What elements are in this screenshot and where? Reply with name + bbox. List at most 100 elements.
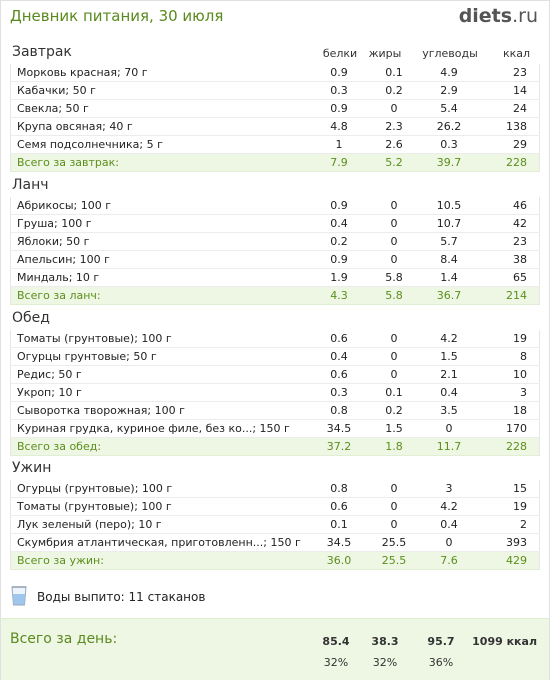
food-row[interactable]: Томаты (грунтовые); 100 г 0.6 0 4.2 19 bbox=[10, 497, 540, 516]
food-name: Укроп; 10 г bbox=[10, 383, 309, 402]
meal-total-row: Всего за завтрак: 7.9 5.2 39.7 228 bbox=[10, 153, 540, 172]
protein-value: 0.9 bbox=[309, 250, 369, 269]
carbs-value: 2.1 bbox=[419, 365, 479, 384]
food-name: Миндаль; 10 г bbox=[10, 268, 309, 287]
food-row[interactable]: Крупа овсяная; 40 г 4.8 2.3 26.2 138 bbox=[10, 117, 540, 136]
protein-value: 0.6 bbox=[309, 497, 369, 516]
column-protein: белки bbox=[322, 47, 358, 60]
food-row[interactable]: Куриная грудка, куриное филе, без ко...;… bbox=[10, 419, 540, 438]
carbs-value: 0 bbox=[419, 419, 479, 438]
column-carbs: углеводы bbox=[422, 47, 478, 60]
fat-value: 0 bbox=[369, 214, 419, 233]
food-row[interactable]: Яблоки; 50 г 0.2 0 5.7 23 bbox=[10, 232, 540, 251]
food-name: Всего за обед: bbox=[10, 437, 309, 456]
food-name: Скумбрия атлантическая, приготовленн...;… bbox=[10, 533, 309, 552]
food-row[interactable]: Укроп; 10 г 0.3 0.1 0.4 3 bbox=[10, 383, 540, 402]
food-name: Кабачки; 50 г bbox=[10, 81, 309, 100]
day-fat-pct: 32% bbox=[372, 656, 398, 669]
fat-value: 0 bbox=[369, 197, 419, 215]
kcal-value: 65 bbox=[479, 268, 540, 287]
kcal-value: 8 bbox=[479, 347, 540, 366]
protein-value: 34.5 bbox=[309, 419, 369, 438]
protein-value: 0.3 bbox=[309, 383, 369, 402]
protein-value: 0.4 bbox=[309, 347, 369, 366]
protein-value: 7.9 bbox=[309, 153, 369, 172]
food-row[interactable]: Огурцы (грунтовые); 100 г 0.8 0 3 15 bbox=[10, 480, 540, 498]
carbs-value: 4.9 bbox=[419, 64, 479, 82]
fat-value: 0.2 bbox=[369, 401, 419, 420]
kcal-value: 3 bbox=[479, 383, 540, 402]
protein-value: 4.8 bbox=[309, 117, 369, 136]
fat-value: 0.1 bbox=[369, 383, 419, 402]
meal-title: Ланч bbox=[12, 177, 49, 193]
food-name: Огурцы (грунтовые); 100 г bbox=[10, 480, 309, 498]
column-kcal: ккал bbox=[502, 47, 530, 60]
page-title: Дневник питания, 30 июля bbox=[10, 7, 224, 25]
carbs-value: 26.2 bbox=[419, 117, 479, 136]
food-name: Апельсин; 100 г bbox=[10, 250, 309, 269]
food-name: Лук зеленый (перо); 10 г bbox=[10, 515, 309, 534]
fat-value: 0 bbox=[369, 232, 419, 251]
food-row[interactable]: Апельсин; 100 г 0.9 0 8.4 38 bbox=[10, 250, 540, 269]
carbs-value: 7.6 bbox=[419, 551, 479, 570]
protein-value: 34.5 bbox=[309, 533, 369, 552]
meal-table: Морковь красная; 70 г 0.9 0.1 4.9 23 Кабачки;… bbox=[10, 64, 540, 172]
carbs-value: 39.7 bbox=[419, 153, 479, 172]
fat-value: 1.5 bbox=[369, 419, 419, 438]
protein-value: 1 bbox=[309, 135, 369, 154]
day-kcal: 1099 ккал bbox=[472, 635, 537, 648]
protein-value: 37.2 bbox=[309, 437, 369, 456]
food-name: Редис; 50 г bbox=[10, 365, 309, 384]
fat-value: 0.1 bbox=[369, 64, 419, 82]
carbs-value: 4.2 bbox=[419, 497, 479, 516]
food-name: Всего за ланч: bbox=[10, 286, 309, 305]
kcal-value: 10 bbox=[479, 365, 540, 384]
food-name: Крупа овсяная; 40 г bbox=[10, 117, 309, 136]
fat-value: 2.6 bbox=[369, 135, 419, 154]
column-fat: жиры bbox=[368, 47, 402, 60]
kcal-value: 18 bbox=[479, 401, 540, 420]
food-row[interactable]: Кабачки; 50 г 0.3 0.2 2.9 14 bbox=[10, 81, 540, 100]
food-row[interactable]: Миндаль; 10 г 1.9 5.8 1.4 65 bbox=[10, 268, 540, 287]
day-protein: 85.4 bbox=[322, 635, 350, 648]
food-row[interactable]: Лук зеленый (перо); 10 г 0.1 0 0.4 2 bbox=[10, 515, 540, 534]
food-row[interactable]: Семя подсолнечника; 5 г 1 2.6 0.3 29 bbox=[10, 135, 540, 154]
carbs-value: 5.4 bbox=[419, 99, 479, 118]
site-logo[interactable]: diets.ru bbox=[459, 5, 538, 27]
protein-value: 0.9 bbox=[309, 197, 369, 215]
protein-value: 0.9 bbox=[309, 99, 369, 118]
food-row[interactable]: Скумбрия атлантическая, приготовленн...;… bbox=[10, 533, 540, 552]
carbs-value: 1.5 bbox=[419, 347, 479, 366]
food-name: Куриная грудка, куриное филе, без ко...;… bbox=[10, 419, 309, 438]
carbs-value: 10.5 bbox=[419, 197, 479, 215]
kcal-value: 14 bbox=[479, 81, 540, 100]
carbs-value: 4.2 bbox=[419, 330, 479, 348]
carbs-value: 0.3 bbox=[419, 135, 479, 154]
kcal-value: 15 bbox=[479, 480, 540, 498]
carbs-value: 11.7 bbox=[419, 437, 479, 456]
food-name: Всего за ужин: bbox=[10, 551, 309, 570]
food-row[interactable]: Сыворотка творожная; 100 г 0.8 0.2 3.5 18 bbox=[10, 401, 540, 420]
meal-table: Огурцы (грунтовые); 100 г 0.8 0 3 15 Томаты (… bbox=[10, 480, 540, 570]
carbs-value: 3 bbox=[419, 480, 479, 498]
food-row[interactable]: Морковь красная; 70 г 0.9 0.1 4.9 23 bbox=[10, 64, 540, 82]
fat-value: 0.2 bbox=[369, 81, 419, 100]
food-row[interactable]: Свекла; 50 г 0.9 0 5.4 24 bbox=[10, 99, 540, 118]
protein-value: 1.9 bbox=[309, 268, 369, 287]
food-row[interactable]: Груша; 100 г 0.4 0 10.7 42 bbox=[10, 214, 540, 233]
protein-value: 0.1 bbox=[309, 515, 369, 534]
fat-value: 0 bbox=[369, 99, 419, 118]
fat-value: 25.5 bbox=[369, 533, 419, 552]
kcal-value: 23 bbox=[479, 64, 540, 82]
food-row[interactable]: Огурцы грунтовые; 50 г 0.4 0 1.5 8 bbox=[10, 347, 540, 366]
food-row[interactable]: Томаты (грунтовые); 100 г 0.6 0 4.2 19 bbox=[10, 330, 540, 348]
protein-value: 0.3 bbox=[309, 81, 369, 100]
kcal-value: 228 bbox=[479, 437, 540, 456]
meal-title: Обед bbox=[12, 310, 50, 326]
fat-value: 0 bbox=[369, 515, 419, 534]
food-row[interactable]: Абрикосы; 100 г 0.9 0 10.5 46 bbox=[10, 197, 540, 215]
food-row[interactable]: Редис; 50 г 0.6 0 2.1 10 bbox=[10, 365, 540, 384]
fat-value: 1.8 bbox=[369, 437, 419, 456]
day-total: Всего за день: 85.4 38.3 95.7 1099 ккал … bbox=[1, 618, 549, 680]
water-glass-icon bbox=[11, 586, 27, 606]
